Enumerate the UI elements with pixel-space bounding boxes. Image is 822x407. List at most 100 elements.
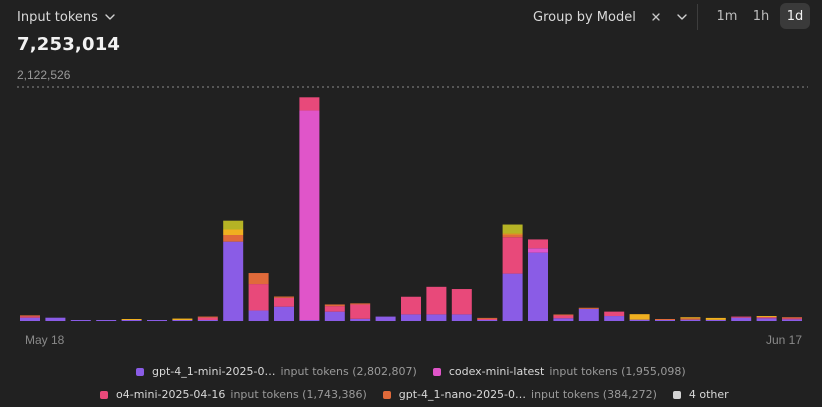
bar-segment bbox=[197, 316, 218, 318]
bar-segment bbox=[299, 97, 320, 111]
legend-item-other[interactable]: 4 other bbox=[672, 388, 729, 401]
legend-series-name: gpt-4_1-nano-2025-0… bbox=[398, 388, 527, 401]
legend-item[interactable]: codex-mini-latest input tokens (1,955,09… bbox=[432, 365, 686, 378]
legend-series-value: input tokens (1,743,386) bbox=[230, 388, 367, 401]
bar-segment bbox=[578, 307, 599, 309]
bar-segment bbox=[20, 317, 40, 321]
bar-segment bbox=[705, 317, 726, 320]
bar-segment bbox=[20, 316, 40, 318]
bar-segment bbox=[20, 315, 40, 317]
legend-series-name: codex-mini-latest bbox=[448, 365, 545, 378]
bar-segment bbox=[756, 318, 777, 321]
bar-segment bbox=[528, 248, 548, 253]
bar-segment bbox=[350, 304, 371, 319]
bar-segment bbox=[502, 224, 523, 234]
legend-swatch bbox=[382, 390, 391, 399]
legend-item[interactable]: gpt-4_1-mini-2025-0… input tokens (2,802… bbox=[136, 365, 417, 378]
bar-segment bbox=[502, 233, 523, 235]
bar-segment bbox=[324, 311, 345, 321]
bar-segment bbox=[299, 110, 320, 321]
bar-segment bbox=[248, 310, 269, 321]
range-1h[interactable]: 1h bbox=[752, 8, 770, 24]
group-by-label[interactable]: Group by Model bbox=[533, 9, 636, 25]
legend-swatch bbox=[100, 390, 108, 399]
bar-segment bbox=[401, 314, 421, 321]
bar-segment bbox=[655, 320, 675, 321]
bar-segment bbox=[197, 320, 218, 321]
bar-segment bbox=[578, 308, 599, 321]
chevron-down-icon[interactable] bbox=[676, 11, 688, 23]
bar-segment bbox=[680, 317, 701, 319]
bar-segment bbox=[248, 273, 269, 285]
time-range-toggle: 1m 1h 1d bbox=[712, 3, 810, 29]
bar-segment bbox=[299, 320, 320, 321]
chevron-down-icon bbox=[104, 11, 116, 23]
reference-label: 2,122,526 bbox=[17, 68, 71, 82]
bar-segment bbox=[401, 296, 421, 315]
legend-series-name: o4-mini-2025-04-16 bbox=[116, 388, 226, 401]
bar-segment bbox=[274, 297, 294, 307]
x-tick-label: May 18 bbox=[25, 333, 65, 347]
bar-segment bbox=[274, 296, 294, 298]
legend-series-value: input tokens (1,955,098) bbox=[549, 365, 686, 378]
bar-segment bbox=[451, 314, 472, 321]
legend-item[interactable]: gpt-4_1-nano-2025-0… input tokens (384,2… bbox=[382, 388, 657, 401]
bar-segment bbox=[223, 220, 244, 230]
bar-segment bbox=[451, 289, 472, 315]
bar-segment bbox=[629, 319, 650, 321]
bar-segment bbox=[223, 229, 244, 236]
bar-segment bbox=[375, 316, 396, 321]
bar-segment bbox=[477, 318, 498, 320]
bar-segment bbox=[553, 315, 574, 319]
legend-item[interactable]: o4-mini-2025-04-16 input tokens (1,743,3… bbox=[100, 388, 367, 401]
bar-segment bbox=[731, 316, 752, 318]
bar-segment bbox=[756, 316, 777, 318]
metric-selector[interactable]: Input tokens bbox=[17, 7, 116, 27]
bar-segment bbox=[350, 318, 371, 321]
legend-row: gpt-4_1-mini-2025-0… input tokens (2,802… bbox=[136, 365, 702, 378]
bar-segment bbox=[502, 237, 523, 274]
bar-segment bbox=[121, 320, 142, 321]
legend-series-value: input tokens (2,802,807) bbox=[280, 365, 417, 378]
legend-swatch bbox=[432, 367, 441, 376]
bar-segment bbox=[782, 318, 802, 320]
bar-segment bbox=[477, 317, 498, 319]
legend-swatch bbox=[136, 367, 144, 376]
bar-segment bbox=[70, 320, 91, 321]
bar-segment bbox=[172, 320, 193, 321]
bar-segment bbox=[324, 304, 345, 307]
bar-segment bbox=[680, 319, 701, 321]
bar-segment bbox=[604, 316, 625, 321]
range-1d[interactable]: 1d bbox=[780, 3, 810, 29]
bar-segment bbox=[553, 314, 574, 316]
bar-segment bbox=[782, 319, 802, 321]
legend-series-name: 4 other bbox=[688, 388, 729, 401]
bar-segment bbox=[274, 306, 294, 321]
metric-label: Input tokens bbox=[17, 9, 98, 25]
bar-segment bbox=[756, 317, 777, 319]
x-tick-label: Jun 17 bbox=[766, 333, 802, 347]
bar-segment bbox=[604, 311, 625, 317]
bar-segment bbox=[528, 239, 548, 249]
bar-segment bbox=[223, 241, 244, 321]
bar-segment bbox=[502, 273, 523, 321]
bar-segment bbox=[528, 252, 548, 321]
total-value: 7,253,014 bbox=[17, 34, 121, 55]
group-by-control[interactable]: Group by Model bbox=[533, 7, 688, 27]
legend-row: o4-mini-2025-04-16 input tokens (1,743,3… bbox=[100, 388, 729, 401]
range-1m[interactable]: 1m bbox=[716, 8, 738, 24]
legend-series-name: gpt-4_1-mini-2025-0… bbox=[152, 365, 276, 378]
bar-segment bbox=[197, 317, 218, 320]
close-icon[interactable] bbox=[650, 11, 662, 23]
usage-chart: 2,122,526 May 18 Jun 17 bbox=[17, 68, 808, 347]
bar-segment bbox=[426, 286, 447, 315]
bar-segment bbox=[223, 235, 244, 242]
bar-segment bbox=[172, 318, 193, 320]
bar-segment bbox=[121, 319, 142, 320]
bar-segment bbox=[629, 314, 650, 320]
bar-segment bbox=[350, 303, 371, 305]
bar-segment bbox=[477, 320, 498, 321]
bar-segment bbox=[96, 320, 117, 321]
bar-segment bbox=[731, 317, 752, 321]
bar-segment bbox=[655, 319, 675, 320]
